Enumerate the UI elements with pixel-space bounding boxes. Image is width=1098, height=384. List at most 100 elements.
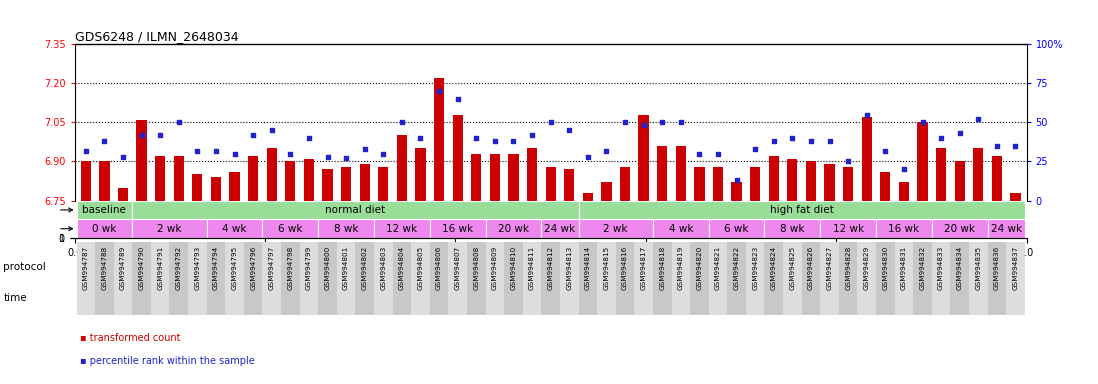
Text: GSM994805: GSM994805 bbox=[417, 246, 424, 290]
Bar bbox=[378, 167, 389, 200]
Text: high fat diet: high fat diet bbox=[770, 205, 833, 215]
Bar bbox=[323, 169, 333, 200]
Bar bbox=[839, 242, 858, 315]
Text: GSM994811: GSM994811 bbox=[529, 246, 535, 290]
Bar bbox=[602, 182, 612, 200]
Text: GSM994789: GSM994789 bbox=[120, 246, 126, 290]
Text: GSM994822: GSM994822 bbox=[733, 246, 740, 290]
Bar bbox=[77, 219, 132, 238]
Text: 8 wk: 8 wk bbox=[780, 224, 805, 234]
Bar bbox=[77, 242, 96, 315]
Bar bbox=[806, 161, 816, 200]
Bar bbox=[337, 242, 356, 315]
Bar bbox=[787, 159, 797, 200]
Bar bbox=[114, 242, 132, 315]
Text: 2 wk: 2 wk bbox=[604, 224, 628, 234]
Bar bbox=[150, 242, 169, 315]
Point bbox=[653, 119, 671, 126]
Bar bbox=[987, 242, 1006, 315]
Text: GSM994794: GSM994794 bbox=[213, 246, 219, 290]
Bar bbox=[750, 167, 760, 200]
Bar bbox=[132, 200, 579, 219]
Text: GSM994823: GSM994823 bbox=[752, 246, 759, 290]
Bar bbox=[820, 242, 839, 315]
Bar bbox=[300, 242, 318, 315]
Text: 8 wk: 8 wk bbox=[334, 224, 358, 234]
Bar bbox=[244, 242, 262, 315]
Text: GSM994819: GSM994819 bbox=[677, 246, 684, 290]
Text: GSM994804: GSM994804 bbox=[399, 246, 405, 290]
Bar bbox=[579, 219, 653, 238]
Bar bbox=[541, 219, 579, 238]
Bar bbox=[825, 164, 834, 200]
Point bbox=[579, 154, 596, 160]
Bar bbox=[932, 242, 951, 315]
Point bbox=[876, 147, 894, 154]
Point bbox=[374, 151, 392, 157]
Bar bbox=[635, 242, 653, 315]
Text: GSM994818: GSM994818 bbox=[659, 246, 665, 290]
Bar bbox=[452, 114, 462, 200]
Text: GSM994826: GSM994826 bbox=[808, 246, 814, 290]
Text: GSM994806: GSM994806 bbox=[436, 246, 442, 290]
Text: GSM994827: GSM994827 bbox=[827, 246, 832, 290]
Bar bbox=[727, 242, 746, 315]
Bar bbox=[262, 219, 318, 238]
Point bbox=[170, 119, 188, 126]
Bar bbox=[932, 219, 987, 238]
Bar bbox=[527, 149, 537, 200]
Bar bbox=[876, 242, 895, 315]
Point bbox=[765, 138, 783, 144]
Bar bbox=[132, 242, 150, 315]
Text: GSM994829: GSM994829 bbox=[864, 246, 870, 290]
Text: 2 wk: 2 wk bbox=[157, 224, 182, 234]
Text: 6 wk: 6 wk bbox=[278, 224, 303, 234]
Text: GSM994830: GSM994830 bbox=[883, 246, 888, 290]
Point bbox=[356, 146, 373, 152]
Bar bbox=[987, 219, 1024, 238]
Point bbox=[988, 143, 1006, 149]
Point bbox=[914, 119, 931, 126]
Point bbox=[597, 147, 615, 154]
Bar bbox=[820, 219, 876, 238]
Point bbox=[951, 130, 968, 136]
Text: ▪ percentile rank within the sample: ▪ percentile rank within the sample bbox=[80, 356, 255, 366]
Bar bbox=[769, 156, 778, 200]
Text: GSM994832: GSM994832 bbox=[919, 246, 926, 290]
Point bbox=[709, 151, 727, 157]
Point bbox=[245, 132, 262, 138]
Bar bbox=[973, 149, 984, 200]
Bar bbox=[393, 242, 411, 315]
Bar bbox=[360, 164, 370, 200]
Bar bbox=[117, 187, 128, 200]
Point bbox=[96, 138, 113, 144]
Bar bbox=[415, 149, 426, 200]
Bar bbox=[653, 219, 708, 238]
Bar bbox=[560, 242, 579, 315]
Bar bbox=[96, 242, 114, 315]
Text: GSM994813: GSM994813 bbox=[567, 246, 572, 290]
Point bbox=[747, 146, 764, 152]
Bar bbox=[731, 182, 741, 200]
Text: time: time bbox=[3, 293, 27, 303]
Bar bbox=[206, 219, 262, 238]
Point bbox=[133, 132, 150, 138]
Bar bbox=[77, 200, 132, 219]
Text: GSM994803: GSM994803 bbox=[380, 246, 386, 290]
Bar bbox=[954, 161, 965, 200]
Bar bbox=[318, 219, 374, 238]
Bar bbox=[471, 154, 481, 200]
Bar bbox=[485, 242, 504, 315]
Text: protocol: protocol bbox=[3, 262, 46, 272]
Point bbox=[281, 151, 299, 157]
Bar bbox=[597, 242, 616, 315]
Text: GSM994816: GSM994816 bbox=[623, 246, 628, 290]
Point bbox=[691, 151, 708, 157]
Text: 24 wk: 24 wk bbox=[990, 224, 1022, 234]
Bar bbox=[285, 161, 295, 200]
Bar bbox=[429, 219, 485, 238]
Bar bbox=[225, 242, 244, 315]
Text: normal diet: normal diet bbox=[325, 205, 385, 215]
Text: GSM994836: GSM994836 bbox=[994, 246, 1000, 290]
Point bbox=[300, 135, 317, 141]
